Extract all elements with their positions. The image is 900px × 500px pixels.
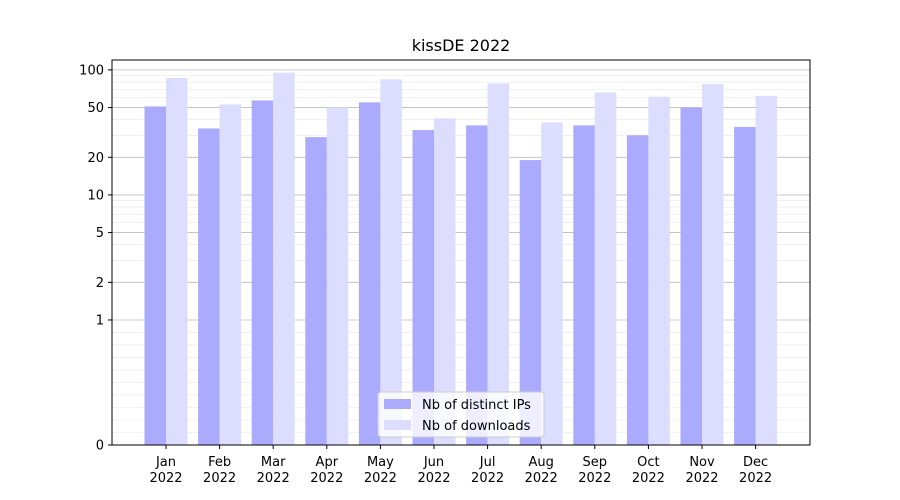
legend-label-downloads: Nb of downloads (422, 419, 531, 434)
y-tick-label-0: 0 (96, 439, 104, 454)
bar-distinct-ips-nov (680, 107, 702, 446)
bar-downloads-dec (755, 95, 778, 446)
x-tick-label-mar: Mar (261, 455, 286, 470)
chart-title: kissDE 2022 (412, 36, 511, 55)
bar-downloads-apr (326, 107, 349, 446)
bar-downloads-feb (219, 104, 242, 445)
bar-distinct-ips-feb (198, 128, 220, 445)
x-tick-label-oct: Oct (637, 455, 659, 470)
x-tick-year-jan: 2022 (149, 471, 182, 486)
x-tick-year-nov: 2022 (685, 471, 718, 486)
bar-layer (144, 72, 778, 446)
x-tick-year-feb: 2022 (203, 471, 236, 486)
bar-downloads-jul (487, 83, 510, 445)
bar-downloads-sep (594, 92, 617, 446)
x-tick-year-mar: 2022 (257, 471, 290, 486)
y-tick-label-20: 20 (87, 151, 104, 166)
x-tick-label-aug: Aug (529, 455, 554, 470)
x-tick-label-jul: Jul (479, 455, 496, 470)
bar-distinct-ips-dec (734, 126, 756, 446)
y-tick-label-100: 100 (79, 63, 104, 78)
x-tick-label-dec: Dec (743, 455, 768, 470)
x-axis: Jan2022Feb2022Mar2022Apr2022May2022Jun20… (149, 445, 772, 486)
legend-swatch-distinct-ips (384, 399, 411, 409)
bar-downloads-may (380, 79, 402, 446)
bar-distinct-ips-may (358, 102, 381, 445)
legend: Nb of distinct IPs Nb of downloads (377, 391, 545, 438)
x-tick-label-feb: Feb (208, 455, 231, 470)
bar-downloads-jun (434, 118, 456, 445)
legend-label-distinct-ips: Nb of distinct IPs (422, 398, 531, 413)
bar-distinct-ips-aug (519, 160, 542, 445)
y-tick-label-5: 5 (96, 226, 104, 241)
y-tick-label-50: 50 (87, 101, 104, 116)
x-tick-year-oct: 2022 (632, 471, 665, 486)
bar-downloads-jan (166, 78, 188, 446)
bar-downloads-oct (648, 96, 670, 445)
bar-distinct-ips-mar (251, 100, 274, 445)
x-tick-year-jun: 2022 (417, 471, 450, 486)
bar-distinct-ips-oct (626, 135, 649, 445)
y-tick-label-2: 2 (96, 276, 104, 291)
x-tick-label-jun: Jun (423, 455, 444, 470)
bar-distinct-ips-sep (573, 125, 595, 445)
bar-downloads-mar (273, 72, 295, 445)
bar-distinct-ips-apr (305, 137, 327, 445)
bar-downloads-aug (541, 122, 563, 445)
x-tick-label-jan: Jan (155, 455, 176, 470)
x-tick-year-aug: 2022 (525, 471, 558, 486)
legend-swatch-downloads (384, 420, 411, 430)
x-tick-label-nov: Nov (689, 455, 715, 470)
x-tick-label-may: May (367, 455, 394, 470)
x-tick-year-may: 2022 (364, 471, 397, 486)
plot-frame (111, 59, 811, 446)
x-tick-year-jul: 2022 (471, 471, 504, 486)
legend-box (377, 391, 545, 438)
bar-distinct-ips-jul (466, 125, 488, 445)
bar-distinct-ips-jun (412, 130, 434, 445)
x-tick-year-dec: 2022 (739, 471, 772, 486)
x-tick-label-apr: Apr (316, 455, 339, 470)
bar-downloads-nov (702, 84, 724, 446)
x-tick-year-apr: 2022 (310, 471, 343, 486)
x-tick-year-sep: 2022 (578, 471, 611, 486)
x-tick-label-sep: Sep (583, 455, 608, 470)
y-tick-label-1: 1 (96, 313, 104, 328)
y-tick-label-10: 10 (87, 188, 104, 203)
y-axis: 0 1 2 5 10 20 50 100 (79, 63, 112, 454)
bar-distinct-ips-jan (144, 106, 166, 445)
